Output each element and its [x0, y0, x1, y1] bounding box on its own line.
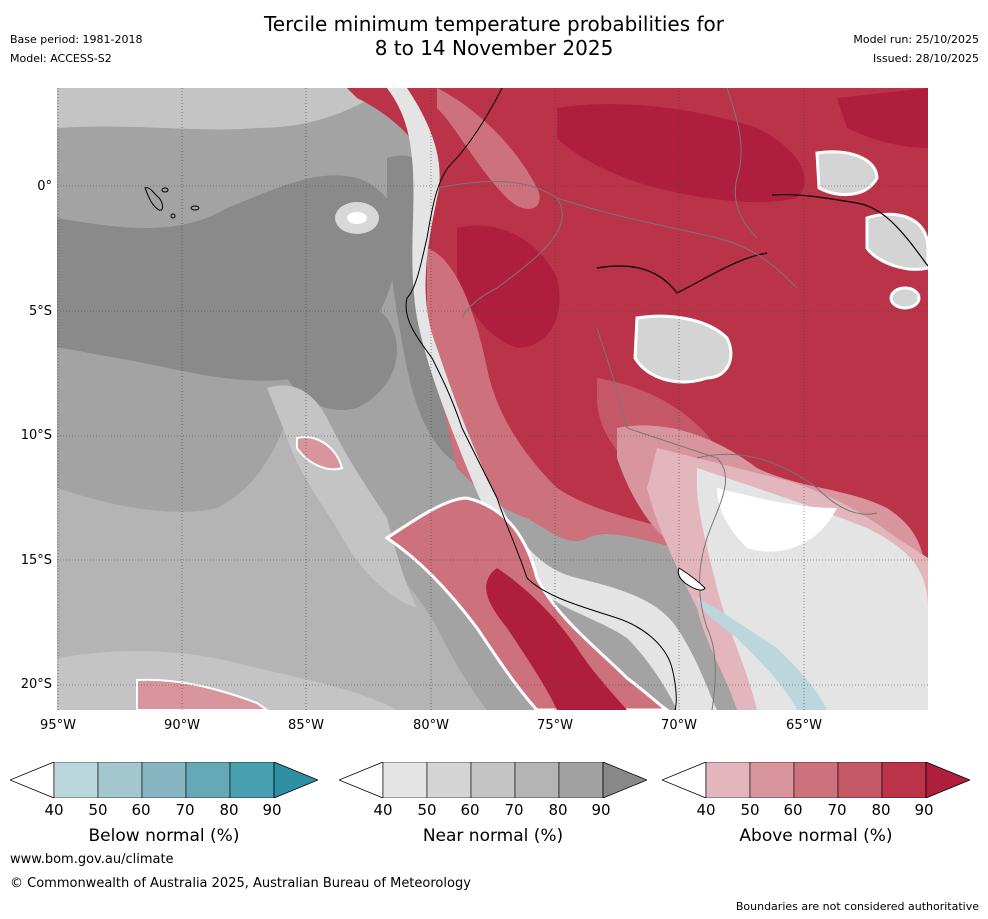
colorbar-below-svg: [8, 761, 320, 799]
colorbar-segment: [426, 761, 472, 799]
cb-tick: 40: [44, 801, 64, 819]
colorbar-extend-low: [8, 761, 55, 799]
near-normal-70-zone: [57, 88, 387, 130]
cb-tick: 50: [740, 801, 760, 819]
cb-tick: 50: [417, 801, 437, 819]
cb-tick: 80: [219, 801, 239, 819]
river-line: [596, 252, 768, 294]
cb-tick: 40: [373, 801, 393, 819]
map-title: Tercile minimum temperature probabilitie…: [0, 12, 988, 60]
above-normal-offshore-spot: [136, 678, 269, 710]
near-normal-90-zone: [277, 284, 397, 410]
colorbar-extend-high: [925, 761, 972, 799]
colorbar-near-normal: [337, 761, 649, 799]
colorbar-segment: [881, 761, 927, 799]
cb-tick: 70: [175, 801, 195, 819]
title-line-1: Tercile minimum temperature probabilitie…: [263, 12, 725, 36]
lat-tick-label: 20°S: [20, 677, 52, 692]
colorbar-segment: [514, 761, 560, 799]
base-period-label: Base period: 1981-2018: [10, 33, 143, 46]
cb-tick: 70: [827, 801, 847, 819]
colorbar-above-svg: [660, 761, 972, 799]
colorbar-segment: [470, 761, 516, 799]
colorbar-extend-low: [660, 761, 707, 799]
probability-map[interactable]: [57, 88, 928, 710]
cb-tick: 80: [548, 801, 568, 819]
cb-tick: 60: [460, 801, 480, 819]
colorbar-segment: [97, 761, 143, 799]
colorbar-segment: [705, 761, 751, 799]
cb-tick: 90: [914, 801, 934, 819]
lat-tick-label: 5°S: [28, 304, 52, 319]
lon-tick-label: 85°W: [288, 718, 324, 733]
issued-label: Issued: 28/10/2025: [872, 52, 979, 65]
lon-tick-label: 95°W: [40, 718, 76, 733]
lake-titicaca: [677, 567, 706, 591]
lat-tick-label: 10°S: [20, 428, 52, 443]
near-normal-inland-patch: [633, 314, 733, 384]
colorbar-below-title: Below normal (%): [88, 826, 240, 846]
lon-tick-label: 80°W: [413, 718, 449, 733]
colorbar-below-normal: [8, 761, 320, 799]
model-run-label: Model run: 25/10/2025: [853, 33, 979, 46]
above-normal-60-zone: [437, 88, 540, 209]
colorbar-segment: [382, 761, 428, 799]
lat-tick-label: 15°S: [20, 553, 52, 568]
near-normal-80-zone: [57, 418, 487, 710]
cb-tick: 40: [696, 801, 716, 819]
colorbar-segment: [837, 761, 883, 799]
model-label: Model: ACCESS-S2: [10, 52, 112, 65]
coastline: [405, 88, 677, 710]
above-normal-90-zone: [486, 568, 627, 710]
colorbar-segment: [185, 761, 231, 799]
near-normal-coastal-band: [387, 88, 717, 710]
amazon-river: [771, 193, 928, 267]
near-normal-40-spot: [347, 212, 367, 224]
cb-tick: 50: [88, 801, 108, 819]
country-boundaries: [436, 88, 878, 710]
title-line-2: 8 to 14 November 2025: [374, 36, 614, 60]
colorbar-segment: [793, 761, 839, 799]
footer-copyright: © Commonwealth of Australia 2025, Austra…: [10, 876, 471, 891]
colorbar-near-title: Near normal (%): [422, 826, 564, 846]
colorbar-extend-low: [337, 761, 384, 799]
colorbar-above-normal: [660, 761, 972, 799]
colorbar-segment: [749, 761, 795, 799]
lon-tick-label: 75°W: [537, 718, 573, 733]
colorbar-segment: [141, 761, 187, 799]
colorbar-near-svg: [337, 761, 649, 799]
white-low-confidence-area: [717, 488, 837, 552]
near-normal-inland-patch: [889, 286, 921, 310]
colorbar-above-title: Above normal (%): [739, 826, 893, 846]
above-normal-90-zone: [457, 225, 560, 348]
graticule: [57, 88, 928, 710]
footer-url[interactable]: www.bom.gov.au/climate: [10, 852, 174, 867]
near-normal-inland-patch: [865, 212, 928, 271]
above-normal-offshore-spot: [296, 436, 344, 471]
above-normal-60-zone: [427, 248, 747, 563]
cb-tick: 80: [871, 801, 891, 819]
above-normal-90-zone: [557, 104, 805, 203]
lat-tick-label: 0°: [37, 179, 52, 194]
colorbar-extend-high: [602, 761, 649, 799]
map-svg: [57, 88, 928, 710]
colorbar-extend-high: [273, 761, 320, 799]
colorbar-segment: [558, 761, 604, 799]
lon-tick-label: 65°W: [786, 718, 822, 733]
above-normal-90-zone: [837, 88, 928, 148]
below-normal-40-zone: [697, 598, 827, 710]
cb-tick: 60: [131, 801, 151, 819]
cb-tick: 90: [591, 801, 611, 819]
cb-tick: 70: [504, 801, 524, 819]
footer-disclaimer: Boundaries are not considered authoritat…: [735, 900, 979, 913]
lon-tick-label: 70°W: [661, 718, 697, 733]
colorbar-segment: [53, 761, 99, 799]
near-normal-inland-patch: [815, 150, 879, 197]
galapagos-islands: [144, 187, 200, 219]
cb-tick: 90: [262, 801, 282, 819]
cb-tick: 60: [783, 801, 803, 819]
colorbar-segment: [229, 761, 275, 799]
lon-tick-label: 90°W: [164, 718, 200, 733]
